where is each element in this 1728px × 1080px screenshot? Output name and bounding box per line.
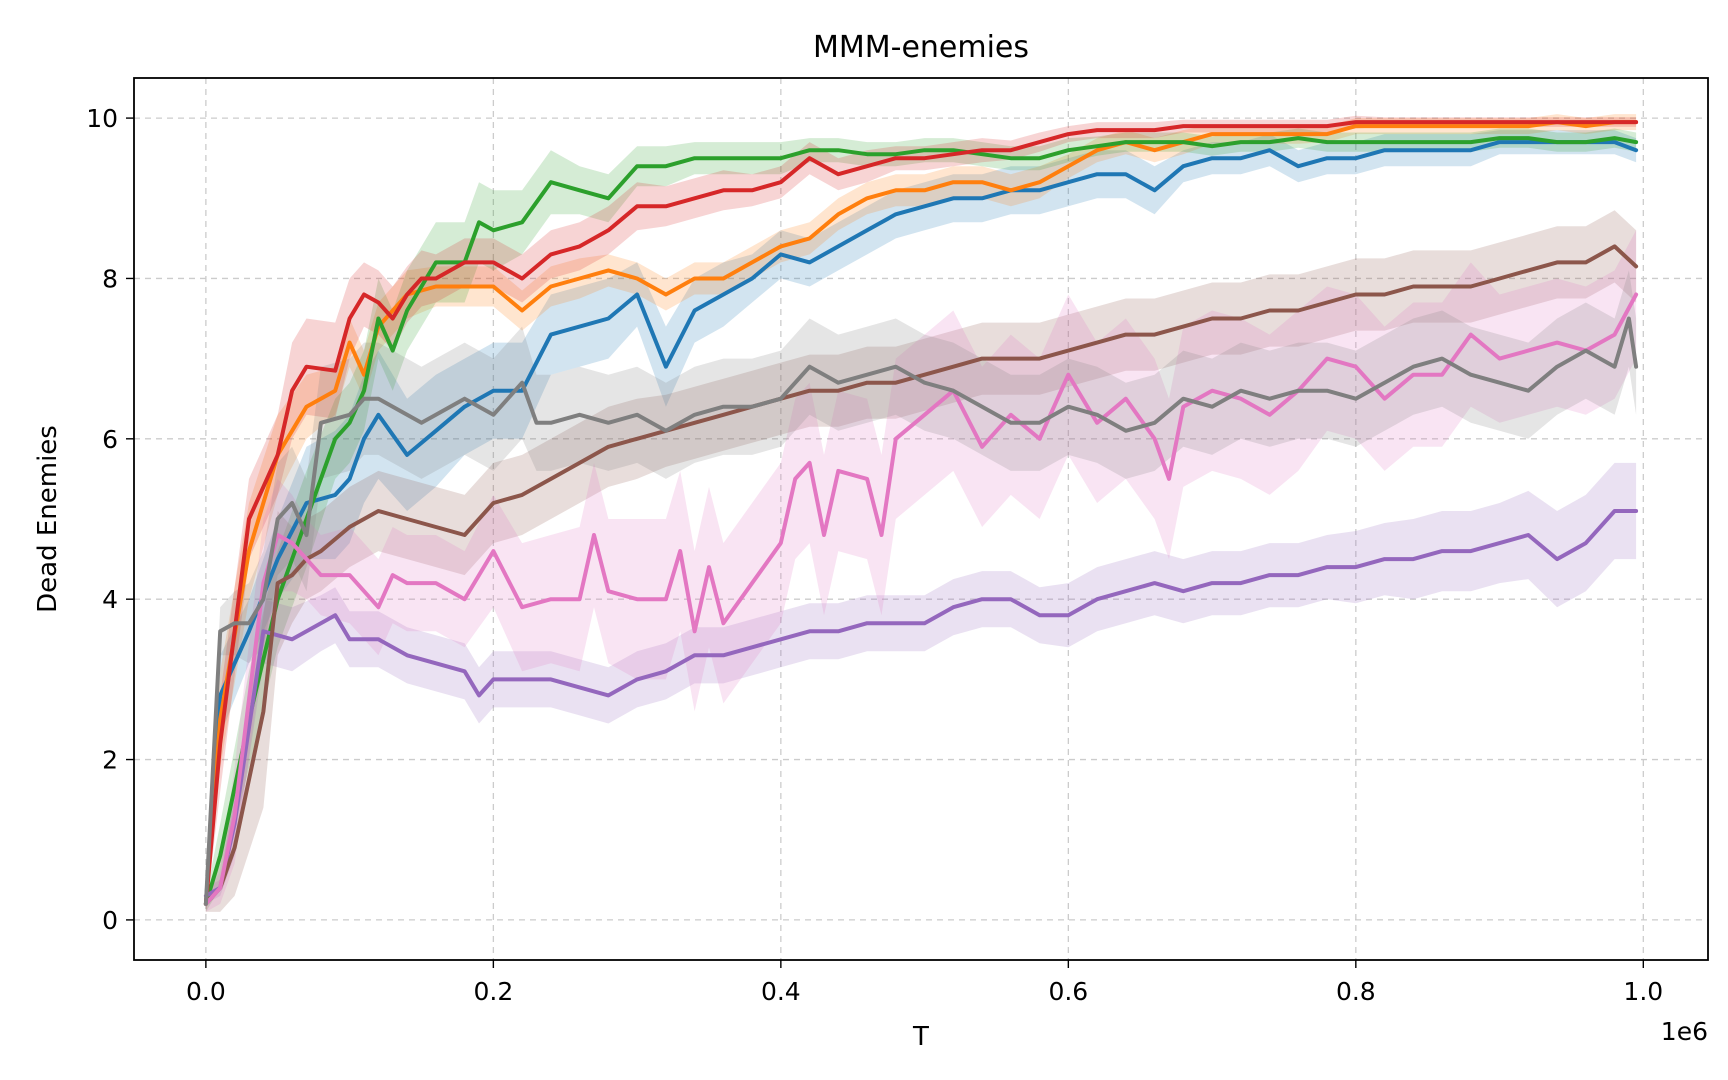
x-tick-label: 0.0 (186, 977, 226, 1006)
x-tick-label: 0.8 (1336, 977, 1376, 1006)
grid (134, 78, 1708, 960)
x-tick-label: 0.4 (761, 977, 801, 1006)
series-line-4 (203, 120, 1639, 906)
y-tick-label: 0 (102, 906, 118, 935)
y-tick-label: 8 (102, 264, 118, 293)
series-line-6 (203, 244, 1639, 906)
plot-frame (133, 77, 1709, 961)
series-line-2 (203, 120, 1639, 906)
series-band-8 (205, 270, 1637, 912)
x-axis-label: T (912, 1022, 929, 1052)
y-tick-label: 4 (102, 585, 118, 614)
series-line-1 (203, 140, 1639, 906)
series-line-3 (203, 136, 1639, 906)
x-axis-offset-label: 1e6 (1661, 1017, 1708, 1046)
y-tick-label: 2 (102, 746, 118, 775)
axis-ticks: 0.0 0.2 0.4 0.6 0.8 1.0 0 2 4 6 8 10 (86, 104, 1663, 1006)
chart-title: MMM-enemies (813, 30, 1029, 65)
series-line-8 (203, 316, 1639, 906)
x-tick-label: 1.0 (1623, 977, 1663, 1006)
y-tick-label: 10 (86, 104, 118, 133)
series-lines (203, 120, 1639, 906)
series-band-1 (205, 130, 1637, 912)
x-tick-label: 0.6 (1048, 977, 1088, 1006)
series-line-5 (203, 509, 1639, 898)
series-band-7 (205, 230, 1637, 912)
confidence-bands (205, 114, 1637, 912)
x-tick-label: 0.2 (473, 977, 513, 1006)
y-axis-label: Dead Enemies (33, 425, 63, 613)
series-line-7 (203, 292, 1639, 906)
y-tick-label: 6 (102, 425, 118, 454)
